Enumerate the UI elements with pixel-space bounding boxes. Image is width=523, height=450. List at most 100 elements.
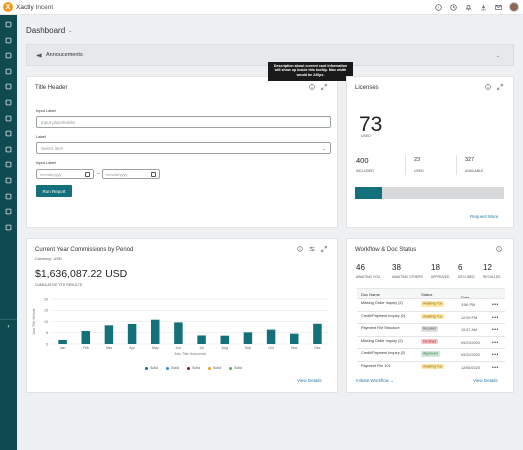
x-tick-label: Sep xyxy=(245,346,251,350)
view-details-link[interactable]: View Details xyxy=(473,378,498,383)
sliders-icon[interactable] xyxy=(4,207,13,216)
dashboard-title[interactable]: Dashboard ⌄ xyxy=(26,26,72,35)
info-icon[interactable] xyxy=(485,84,491,90)
info-tooltip: Description about current card informati… xyxy=(268,62,353,81)
licenses-used-big-label: USED xyxy=(361,134,371,138)
wallet-icon[interactable] xyxy=(4,129,13,138)
info-icon[interactable] xyxy=(496,246,502,252)
clipboard-icon[interactable] xyxy=(4,82,13,91)
document-icon[interactable] xyxy=(4,145,13,154)
legend-item[interactable]: Solid xyxy=(145,366,158,370)
legend-item[interactable]: Solid xyxy=(187,366,200,370)
info-icon[interactable] xyxy=(309,84,315,90)
y-tick-label: 0 xyxy=(46,342,48,346)
home-icon[interactable] xyxy=(4,20,13,29)
table-header: Doc Name Status Date ⌄ xyxy=(357,288,505,300)
select-input[interactable]: Select item ⌄ xyxy=(36,142,331,154)
licenses-card: Licenses 73 USED 400 INCLUDED 23 USED 32… xyxy=(346,76,514,228)
column-doc-name[interactable]: Doc Name xyxy=(361,292,380,297)
table-row[interactable]: Payment File 101 Awaiting You 12/06/2020 ••… xyxy=(357,360,505,374)
workflow-stat-value[interactable]: 38 xyxy=(392,263,401,272)
sidebar: › xyxy=(0,15,17,450)
more-options-icon[interactable]: ••• xyxy=(492,327,499,333)
info-icon[interactable] xyxy=(297,246,303,252)
initiate-workflow-text: Initiate Workflow xyxy=(356,378,389,383)
table-row[interactable]: Missing Order Inquiry (2) Declined 09/23/2… xyxy=(357,335,505,349)
calendar-icon[interactable] xyxy=(85,172,90,177)
doc-name[interactable]: Payment File 101 xyxy=(361,363,391,368)
workflow-stat-value[interactable]: 12 xyxy=(483,263,492,272)
history-icon[interactable] xyxy=(449,3,457,11)
doc-name[interactable]: Missing Order Inquiry (2) xyxy=(361,301,403,305)
chart-bar xyxy=(151,319,160,344)
more-options-icon[interactable]: ••• xyxy=(492,314,499,321)
legend-swatch xyxy=(145,366,148,370)
chart-bar xyxy=(58,339,67,344)
status-badge: Recalled xyxy=(421,326,439,332)
legend-item[interactable]: Solid xyxy=(208,366,221,370)
column-status[interactable]: Status xyxy=(421,292,433,297)
network-icon[interactable] xyxy=(4,176,13,185)
chart-bar xyxy=(290,333,299,344)
layers-icon[interactable] xyxy=(4,98,13,107)
legend-swatch xyxy=(166,366,169,370)
run-report-button[interactable]: Run Report xyxy=(36,185,72,197)
app-logo[interactable]: X Xactly Incent xyxy=(3,2,53,12)
chart-bar xyxy=(266,329,276,344)
list-icon[interactable] xyxy=(4,114,13,123)
table-row[interactable]: Missing Order Inquiry (2) Awaiting You 3:5… xyxy=(357,298,505,311)
gear-icon[interactable] xyxy=(4,223,13,232)
date-from-placeholder: mm/dd/yyyy xyxy=(40,171,62,177)
licenses-used-big: 73 xyxy=(359,113,383,136)
y-tick-label: 20 xyxy=(44,297,48,301)
workflow-stat-value[interactable]: 46 xyxy=(356,263,365,272)
table-row[interactable]: Credit/Payment Inquiry (2) Awaiting You 12… xyxy=(357,310,505,324)
chart-bar xyxy=(243,332,253,344)
column-date-label: Date xyxy=(461,295,470,300)
text-input[interactable]: Input placeholder xyxy=(36,116,331,128)
doc-name[interactable]: Payment File Structure xyxy=(361,326,400,330)
doc-name[interactable]: Credit/Payment Inquiry (2) xyxy=(361,351,406,355)
brand-product: Incent xyxy=(35,3,54,11)
more-options-icon[interactable]: ••• xyxy=(492,339,499,346)
more-options-icon[interactable]: ••• xyxy=(492,352,499,358)
legend-item[interactable]: Solid xyxy=(166,366,179,370)
sliders-icon[interactable] xyxy=(309,246,315,252)
table-icon[interactable] xyxy=(4,51,13,60)
org-chart-icon[interactable] xyxy=(4,36,13,45)
calculator-icon[interactable] xyxy=(4,67,13,76)
brand-name: Xactly xyxy=(16,3,34,11)
table-row[interactable]: Credit/Payment Inquiry (2) Approved 09/22/… xyxy=(357,348,505,361)
doc-name[interactable]: Missing Order Inquiry (2) xyxy=(361,338,403,343)
view-details-link[interactable]: View Details xyxy=(297,378,322,383)
edit-document-icon[interactable] xyxy=(4,160,13,169)
date-from-input[interactable]: mm/dd/yyyy xyxy=(36,169,94,179)
initiate-workflow-link[interactable]: Initiate Workflow ⌄ xyxy=(356,378,394,384)
legend-swatch xyxy=(208,366,211,370)
chevron-down-icon[interactable]: ⌄ xyxy=(495,53,500,59)
request-more-link[interactable]: Request More xyxy=(470,214,499,219)
expand-icon[interactable] xyxy=(497,84,503,90)
workflow-stat-label: APPROVED xyxy=(431,275,450,279)
user-avatar[interactable] xyxy=(509,2,519,12)
legend-item[interactable]: Solid xyxy=(229,366,242,370)
sidebar-expand-button[interactable]: › xyxy=(0,319,17,333)
licenses-progress-fill xyxy=(355,187,382,199)
more-options-icon[interactable]: ••• xyxy=(492,364,499,371)
workflow-stat-value[interactable]: 6 xyxy=(458,263,463,272)
inbox-icon[interactable] xyxy=(494,3,502,11)
help-icon[interactable]: ? xyxy=(434,3,442,11)
calendar-icon[interactable] xyxy=(151,172,156,177)
download-icon[interactable] xyxy=(479,3,487,11)
expand-icon[interactable] xyxy=(321,84,327,90)
table-row[interactable]: Payment File Structure Recalled 10:57 AM ••… xyxy=(357,323,505,336)
ytd-amount: $1,636,087.22 USD xyxy=(35,268,128,280)
chart-bar xyxy=(127,323,137,344)
workflow-stat-value[interactable]: 18 xyxy=(431,263,440,272)
expand-icon[interactable] xyxy=(321,246,327,252)
date-to-input[interactable]: mm/dd/yyyy xyxy=(102,169,160,179)
notification-icon[interactable] xyxy=(464,3,472,11)
doc-name[interactable]: Credit/Payment Inquiry (2) xyxy=(361,313,406,318)
tools-icon[interactable] xyxy=(4,192,13,201)
more-options-icon[interactable]: ••• xyxy=(492,302,499,308)
